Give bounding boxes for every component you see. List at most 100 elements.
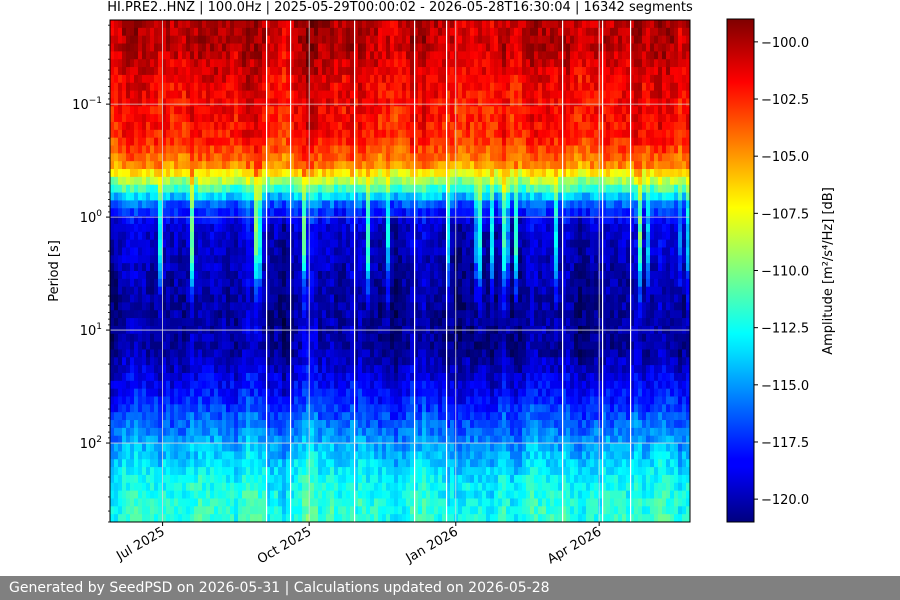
heatmap-cell xyxy=(174,459,179,468)
heatmap-cell xyxy=(302,333,307,343)
heatmap-cell xyxy=(190,161,195,170)
heatmap-cell xyxy=(114,169,119,178)
heatmap-cell xyxy=(242,263,247,272)
heatmap-cell xyxy=(334,192,339,201)
heatmap-cell xyxy=(250,106,255,115)
heatmap-cell xyxy=(234,129,239,139)
heatmap-cell xyxy=(278,427,283,437)
heatmap-cell xyxy=(218,388,223,398)
heatmap-cell xyxy=(354,231,359,241)
heatmap-cell xyxy=(302,239,307,249)
heatmap-cell xyxy=(218,169,223,178)
heatmap-cell xyxy=(318,294,323,303)
heatmap-cell xyxy=(362,129,367,139)
heatmap-cell xyxy=(182,169,187,178)
heatmap-cell xyxy=(298,114,303,123)
heatmap-cell xyxy=(266,35,271,45)
heatmap-cell xyxy=(114,467,119,476)
heatmap-cell xyxy=(158,74,163,84)
heatmap-cell xyxy=(270,208,275,217)
heatmap-cell xyxy=(266,239,271,249)
heatmap-cell xyxy=(270,20,275,29)
heatmap-cell xyxy=(254,90,259,100)
heatmap-cell xyxy=(366,357,371,366)
heatmap-cell xyxy=(210,357,215,366)
heatmap-cell xyxy=(346,427,351,437)
heatmap-cell xyxy=(138,474,143,484)
heatmap-cell xyxy=(150,200,155,209)
heatmap-cell xyxy=(390,59,395,68)
heatmap-cell xyxy=(354,318,359,327)
heatmap-cell xyxy=(262,333,267,343)
heatmap-cell xyxy=(366,451,371,460)
heatmap-cell xyxy=(122,412,127,421)
heatmap-cell xyxy=(158,114,163,123)
heatmap-cell xyxy=(234,98,239,107)
heatmap-cell xyxy=(286,208,291,217)
heatmap-cell xyxy=(278,380,283,390)
heatmap-cell xyxy=(222,98,227,107)
heatmap-cell xyxy=(286,263,291,272)
heatmap-cell xyxy=(202,43,207,52)
heatmap-cell xyxy=(414,255,419,264)
heatmap-cell xyxy=(318,271,323,280)
heatmap-cell xyxy=(158,357,163,366)
heatmap-cell xyxy=(410,451,415,460)
heatmap-cell xyxy=(390,506,395,515)
heatmap-cell xyxy=(190,514,195,522)
heatmap-cell xyxy=(154,404,159,413)
heatmap-cell xyxy=(210,192,215,201)
heatmap-cell xyxy=(182,365,187,374)
heatmap-cell xyxy=(218,137,223,147)
heatmap-cell xyxy=(222,420,227,429)
heatmap-cell xyxy=(250,59,255,68)
heatmap-cell xyxy=(174,451,179,460)
heatmap-cell xyxy=(186,278,191,288)
heatmap-cell xyxy=(398,176,403,186)
heatmap-cell xyxy=(226,208,231,217)
heatmap-cell xyxy=(346,255,351,264)
heatmap-cell xyxy=(226,294,231,303)
heatmap-cell xyxy=(350,145,355,154)
heatmap-cell xyxy=(162,357,167,366)
heatmap-cell xyxy=(262,318,267,327)
heatmap-cell xyxy=(386,333,391,343)
heatmap-cell xyxy=(366,51,371,60)
heatmap-cell xyxy=(366,129,371,139)
heatmap-cell xyxy=(150,98,155,107)
heatmap-cell xyxy=(358,82,363,92)
heatmap-cell xyxy=(178,372,183,382)
heatmap-cell xyxy=(206,310,211,319)
heatmap-cell xyxy=(410,365,415,374)
heatmap-cell xyxy=(418,223,423,233)
heatmap-cell xyxy=(398,51,403,60)
heatmap-cell xyxy=(246,51,251,60)
heatmap-cell xyxy=(310,20,315,29)
heatmap-cell xyxy=(310,231,315,241)
heatmap-cell xyxy=(206,333,211,343)
heatmap-cell xyxy=(206,176,211,186)
heatmap-cell xyxy=(222,223,227,233)
heatmap-cell xyxy=(350,443,355,452)
heatmap-cell xyxy=(238,412,243,421)
heatmap-cell xyxy=(230,145,235,154)
heatmap-cell xyxy=(406,74,411,84)
heatmap-cell xyxy=(146,357,151,366)
heatmap-cell xyxy=(382,247,387,256)
heatmap-cell xyxy=(370,365,375,374)
heatmap-cell xyxy=(234,184,239,194)
heatmap-cell xyxy=(202,176,207,186)
heatmap-cell xyxy=(170,506,175,515)
heatmap-cell xyxy=(418,357,423,366)
heatmap-cell xyxy=(150,74,155,84)
heatmap-cell xyxy=(282,67,287,76)
heatmap-cell xyxy=(302,255,307,264)
heatmap-cell xyxy=(302,82,307,92)
heatmap-cell xyxy=(162,341,167,351)
heatmap-cell xyxy=(298,427,303,437)
heatmap-cell xyxy=(162,506,167,515)
heatmap-cell xyxy=(370,223,375,233)
heatmap-cell xyxy=(130,271,135,280)
heatmap-cell xyxy=(186,239,191,249)
heatmap-cell xyxy=(290,380,295,390)
